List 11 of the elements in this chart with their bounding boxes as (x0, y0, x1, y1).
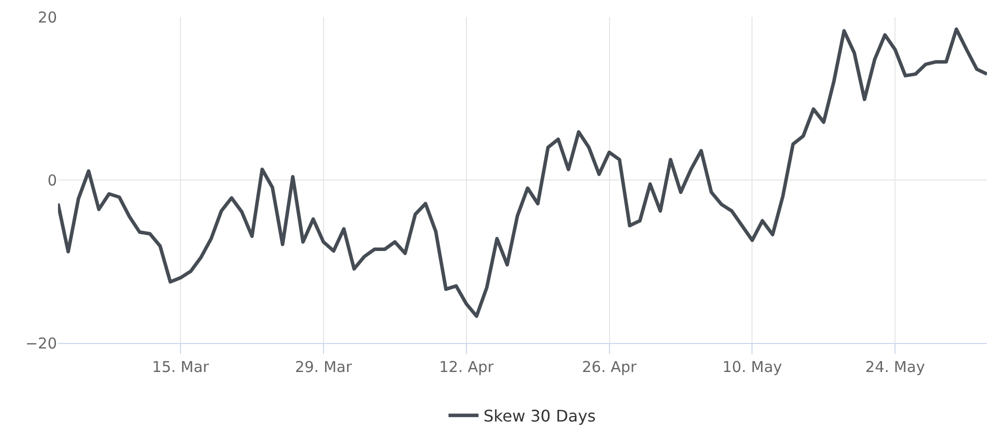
line-series (58, 27, 987, 318)
x-tick-label: 26. Apr (582, 358, 638, 376)
x-tick-label: 12. Apr (439, 358, 494, 376)
y-tick-label: 0 (47, 171, 57, 190)
legend-label: Skew 30 Days (484, 406, 596, 426)
x-tick-label: 15. Mar (152, 358, 210, 376)
y-tick-label: −20 (25, 334, 57, 352)
x-tick-label: 10. May (722, 358, 782, 376)
x-tick-label: 29. Mar (294, 358, 353, 376)
x-tick-label: 24. May (865, 358, 926, 376)
y-tick-label: 20 (38, 8, 57, 26)
